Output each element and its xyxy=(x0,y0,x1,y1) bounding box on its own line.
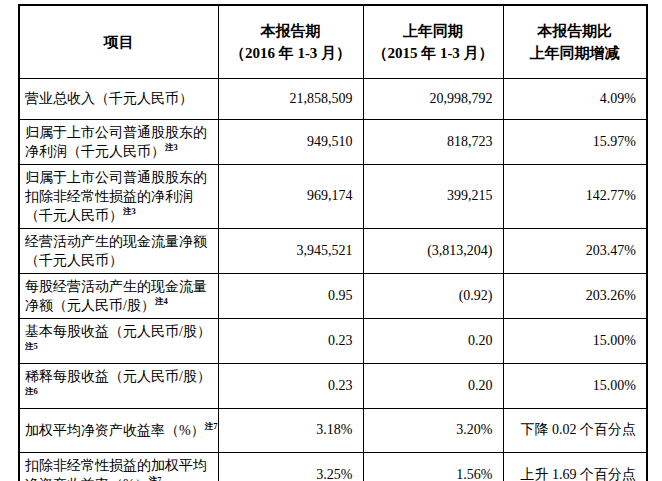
cell-change: 下降 0.02 个百分点 xyxy=(503,408,647,452)
footnote-superscript: 注5 xyxy=(25,341,38,351)
cell-current-period: 0.23 xyxy=(218,363,363,408)
row-label: 稀释每股收益（元人民币/股）注6 xyxy=(19,363,218,408)
footnote-superscript: 注6 xyxy=(25,386,38,396)
report-page: 项目本报告期（2016 年 1-3 月）上年同期（2015 年 1-3 月）本报… xyxy=(0,0,662,481)
row-label: 经营活动产生的现金流量净额（千元人民币） xyxy=(19,228,218,273)
table-row: 稀释每股收益（元人民币/股）注60.230.2015.00% xyxy=(19,363,647,408)
cell-current-period: 969,174 xyxy=(218,164,363,228)
cell-prior-period: (3,813,204) xyxy=(363,228,503,273)
table-row: 营业总收入（千元人民币）21,858,50920,998,7924.09% xyxy=(19,78,647,119)
table-header: 项目本报告期（2016 年 1-3 月）上年同期（2015 年 1-3 月）本报… xyxy=(19,5,647,78)
row-label: 归属于上市公司普通股股东的净利润（千元人民币）注3 xyxy=(19,119,218,164)
key-financials-table: 项目本报告期（2016 年 1-3 月）上年同期（2015 年 1-3 月）本报… xyxy=(18,4,648,481)
cell-prior-period: 399,215 xyxy=(363,164,503,228)
cell-change: 142.77% xyxy=(503,164,647,228)
cell-change: 15.00% xyxy=(503,318,647,363)
footnote-superscript: 注4 xyxy=(155,296,168,306)
col-header-prior-period: 上年同期（2015 年 1-3 月） xyxy=(363,5,503,78)
cell-prior-period: 0.20 xyxy=(363,363,503,408)
footnote-superscript: 注7 xyxy=(149,475,162,481)
header-row: 项目本报告期（2016 年 1-3 月）上年同期（2015 年 1-3 月）本报… xyxy=(19,5,647,78)
col-header-change: 本报告期比上年同期增减 xyxy=(503,5,647,78)
cell-prior-period: 3.20% xyxy=(363,408,503,452)
cell-change: 203.26% xyxy=(503,273,647,318)
cell-current-period: 21,858,509 xyxy=(218,78,363,119)
table-row: 经营活动产生的现金流量净额（千元人民币）3,945,521(3,813,204)… xyxy=(19,228,647,273)
cell-current-period: 3.25% xyxy=(218,452,363,481)
footnote-superscript: 注3 xyxy=(123,206,136,216)
table-row: 归属于上市公司普通股股东的净利润（千元人民币）注3949,510818,7231… xyxy=(19,119,647,164)
cell-change: 上升 1.69 个百分点 xyxy=(503,452,647,481)
table-row: 归属于上市公司普通股股东的扣除非经常性损益的净利润（千元人民币）注3969,17… xyxy=(19,164,647,228)
row-label: 营业总收入（千元人民币） xyxy=(19,78,218,119)
row-label: 归属于上市公司普通股股东的扣除非经常性损益的净利润（千元人民币）注3 xyxy=(19,164,218,228)
cell-prior-period: 20,998,792 xyxy=(363,78,503,119)
cell-current-period: 949,510 xyxy=(218,119,363,164)
cell-current-period: 0.23 xyxy=(218,318,363,363)
footnote-superscript: 注3 xyxy=(165,142,178,152)
row-label: 扣除非经常性损益的加权平均净资产收益率（%）注7 xyxy=(19,452,218,481)
table-row: 加权平均净资产收益率（%）注73.18%3.20%下降 0.02 个百分点 xyxy=(19,408,647,452)
cell-prior-period: 1.56% xyxy=(363,452,503,481)
cell-prior-period: (0.92) xyxy=(363,273,503,318)
table-row: 基本每股收益（元人民币/股）注50.230.2015.00% xyxy=(19,318,647,363)
cell-prior-period: 0.20 xyxy=(363,318,503,363)
table-row: 扣除非经常性损益的加权平均净资产收益率（%）注73.25%1.56%上升 1.6… xyxy=(19,452,647,481)
row-label: 加权平均净资产收益率（%）注7 xyxy=(19,408,218,452)
cell-change: 15.00% xyxy=(503,363,647,408)
cell-change: 15.97% xyxy=(503,119,647,164)
cell-current-period: 0.95 xyxy=(218,273,363,318)
cell-current-period: 3,945,521 xyxy=(218,228,363,273)
row-label: 基本每股收益（元人民币/股）注5 xyxy=(19,318,218,363)
col-header-item: 项目 xyxy=(19,5,218,78)
cell-current-period: 3.18% xyxy=(218,408,363,452)
cell-change: 4.09% xyxy=(503,78,647,119)
table-body: 营业总收入（千元人民币）21,858,50920,998,7924.09%归属于… xyxy=(19,78,647,481)
col-header-current-period: 本报告期（2016 年 1-3 月） xyxy=(218,5,363,78)
table-row: 每股经营活动产生的现金流量净额（元人民币/股）注40.95(0.92)203.2… xyxy=(19,273,647,318)
cell-change: 203.47% xyxy=(503,228,647,273)
footnote-superscript: 注7 xyxy=(205,421,218,431)
row-label: 每股经营活动产生的现金流量净额（元人民币/股）注4 xyxy=(19,273,218,318)
cell-prior-period: 818,723 xyxy=(363,119,503,164)
